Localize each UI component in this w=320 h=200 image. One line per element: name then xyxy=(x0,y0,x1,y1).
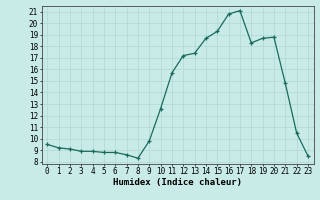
X-axis label: Humidex (Indice chaleur): Humidex (Indice chaleur) xyxy=(113,178,242,187)
